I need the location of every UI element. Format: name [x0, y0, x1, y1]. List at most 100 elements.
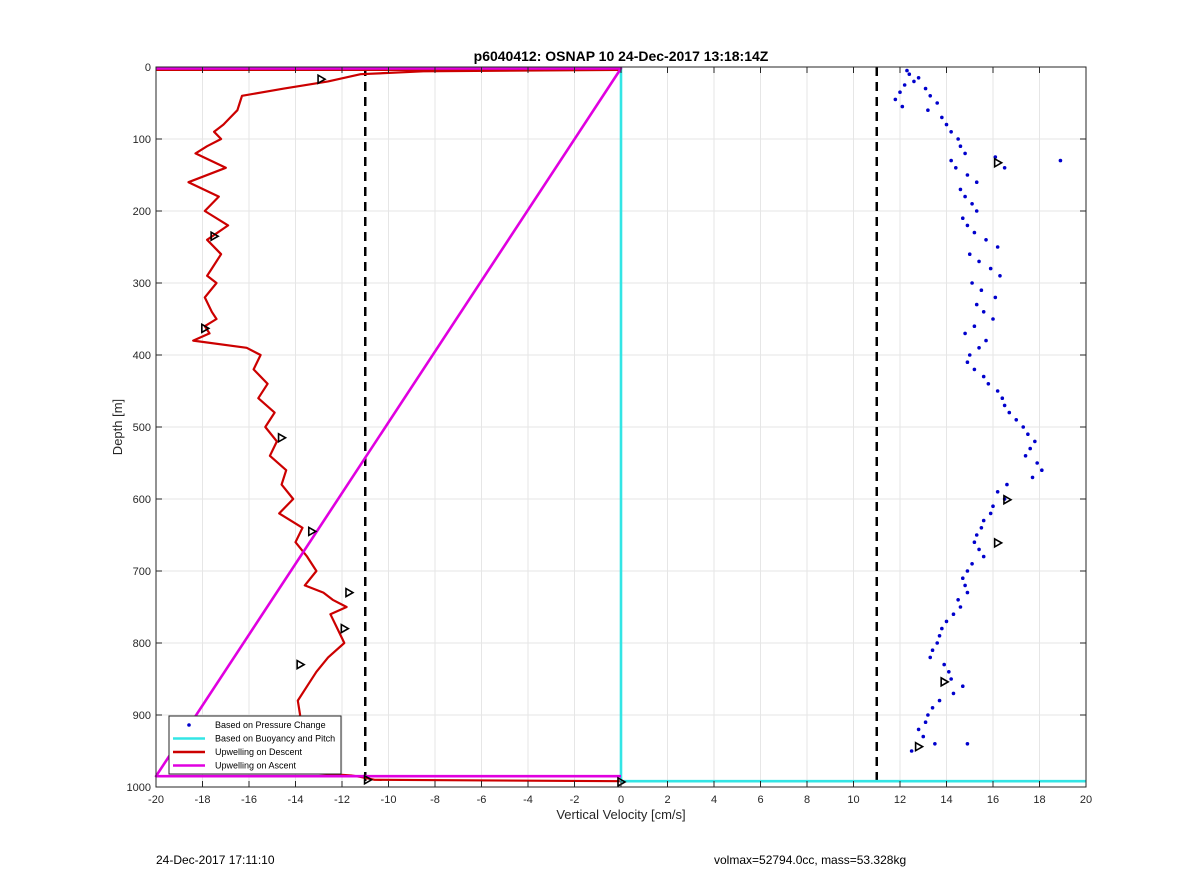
data-point	[977, 259, 981, 264]
axis-ticks: -20 -18 -16 -14 -12 -10 -8 -6 -4 -2 0 2 4 6 8 10 12 14 16 1…	[127, 62, 1093, 806]
data-point	[907, 72, 912, 76]
data-point	[965, 360, 970, 365]
data-point	[965, 569, 970, 573]
data-point	[1028, 446, 1032, 451]
data-point	[1007, 410, 1012, 415]
data-point	[954, 166, 958, 170]
data-point	[930, 706, 935, 710]
data-point	[993, 295, 998, 300]
data-point	[949, 677, 953, 681]
x-tick-label: -18	[195, 794, 211, 806]
data-point	[965, 742, 970, 746]
data-point	[965, 590, 970, 595]
data-point	[951, 612, 956, 616]
data-point	[972, 230, 977, 235]
footer-vehicle-info: volmax=52794.0cc, mass=53.328kg	[714, 853, 907, 867]
data-point	[956, 137, 960, 141]
x-tick-label: -4	[523, 794, 533, 806]
x-tick-label: -8	[430, 794, 440, 806]
x-tick-label: 20	[1080, 794, 1092, 806]
data-point	[972, 367, 977, 372]
legend-label: Based on Buoyancy and Pitch	[215, 734, 335, 744]
x-tick-label: -10	[381, 794, 397, 806]
data-point	[1040, 468, 1044, 473]
data-point	[991, 317, 995, 321]
legend: Based on Pressure Change Based on Buoyanc…	[168, 715, 342, 775]
data-point	[967, 252, 972, 256]
data-point	[970, 562, 974, 566]
data-point	[963, 151, 967, 156]
data-point	[928, 655, 933, 660]
data-point	[951, 691, 956, 696]
series-upwelling-on-descent	[156, 68, 623, 783]
data-point	[940, 115, 944, 120]
direction-marker	[345, 587, 355, 598]
x-tick-label: 12	[894, 794, 906, 806]
data-point	[1030, 475, 1035, 480]
data-point	[1021, 425, 1026, 429]
y-tick-label: 800	[133, 638, 151, 650]
data-point	[893, 97, 898, 102]
data-point	[981, 310, 986, 314]
data-point	[928, 94, 933, 98]
x-tick-label: -6	[477, 794, 487, 806]
legend-label: Upwelling on Ascent	[215, 761, 297, 771]
x-tick-label: 2	[664, 794, 670, 806]
data-point	[909, 749, 914, 753]
data-point	[981, 554, 986, 559]
data-point	[935, 641, 939, 645]
direction-marker	[201, 322, 211, 334]
data-point	[930, 648, 935, 652]
x-tick-label: -2	[570, 794, 580, 806]
data-point	[940, 626, 944, 631]
data-point	[947, 670, 951, 674]
data-point	[926, 108, 930, 112]
data-point	[949, 158, 953, 163]
data-point	[1002, 403, 1007, 408]
data-point	[977, 547, 981, 552]
data-point	[963, 583, 967, 588]
y-tick-label: 500	[133, 422, 151, 434]
data-point	[933, 742, 937, 746]
data-point	[1026, 432, 1030, 437]
direction-marker	[296, 659, 306, 670]
direction-marker	[1003, 494, 1013, 506]
direction-marker	[277, 432, 288, 444]
y-axis-label: Depth [m]	[110, 399, 125, 455]
data-point	[944, 122, 949, 127]
data-point	[898, 90, 902, 94]
data-point	[970, 202, 974, 206]
data-point	[942, 662, 946, 667]
data-point	[981, 374, 986, 379]
direction-marker	[993, 157, 1004, 169]
data-point	[956, 598, 960, 602]
data-point	[1035, 461, 1039, 465]
data-point	[958, 605, 963, 609]
data-point	[916, 727, 921, 732]
data-point	[1002, 166, 1007, 170]
data-point	[988, 511, 993, 516]
direction-marker	[993, 537, 1004, 549]
x-tick-label: 16	[987, 794, 999, 806]
data-point	[998, 274, 1002, 278]
y-tick-label: 200	[133, 206, 151, 218]
data-point	[937, 634, 942, 638]
data-point	[905, 68, 909, 73]
x-tick-label: -16	[241, 794, 257, 806]
direction-marker	[940, 676, 950, 688]
x-tick-label: 10	[847, 794, 859, 806]
legend-label: Based on Pressure Change	[215, 720, 326, 730]
data-point	[1000, 396, 1005, 401]
x-axis-label: Vertical Velocity [cm/s]	[556, 807, 685, 822]
data-point	[984, 238, 988, 242]
data-point	[923, 86, 928, 91]
data-point	[979, 288, 984, 293]
x-tick-label: -12	[334, 794, 350, 806]
legend-label: Upwelling on Descent	[215, 747, 303, 757]
data-point	[979, 526, 984, 530]
data-point	[926, 713, 930, 717]
data-point	[995, 490, 1000, 494]
y-tick-label: 700	[133, 566, 151, 578]
data-point	[972, 540, 977, 544]
